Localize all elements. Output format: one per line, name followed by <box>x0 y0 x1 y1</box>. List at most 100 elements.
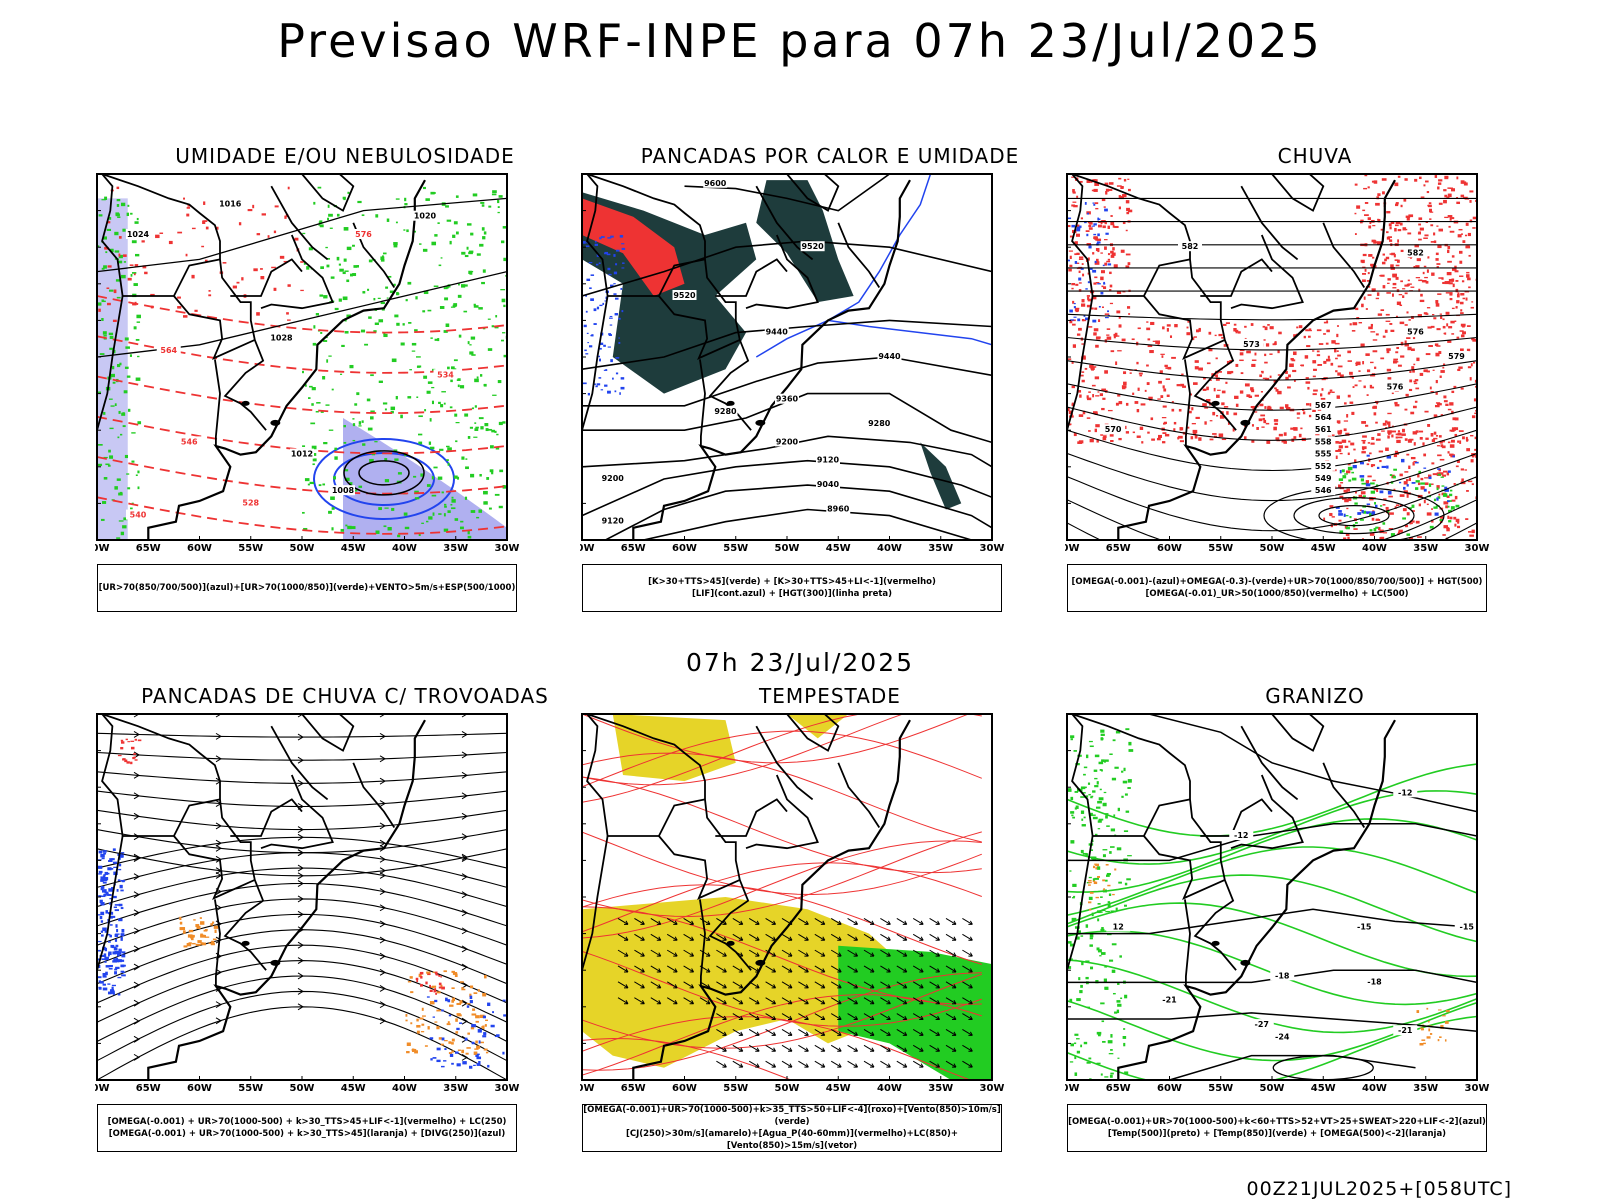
contour-label: 9360 <box>776 395 799 404</box>
contour-label: 9600 <box>704 179 727 188</box>
contour-label: -12 <box>1398 788 1412 797</box>
legend-line: [K>30+TTS>45](verde) + [K>30+TTS>45+LI<-… <box>648 577 936 587</box>
contour-label: -24 <box>1275 1032 1290 1041</box>
contour-label: 9200 <box>776 437 799 446</box>
contour-label: 9280 <box>868 419 891 428</box>
legend-line: [OMEGA(-0.001)+UR>70(1000-500)+k<60+TTS>… <box>1068 1117 1486 1127</box>
contour-label: 9120 <box>602 517 625 526</box>
lon-tick-label: 45W <box>826 1083 851 1094</box>
contour-label: 528 <box>242 498 259 507</box>
panel-title: CHUVA <box>1277 144 1353 168</box>
lon-tick-label: 60W <box>187 1083 212 1094</box>
legend-line: [OMEGA(-0.01)_UR>50(1000/850)(vermelho) … <box>1145 589 1409 599</box>
contour-label: 564 <box>160 346 177 355</box>
lon-tick-label: 60W <box>672 1083 697 1094</box>
row-date: 07h 23/Jul/2025 <box>685 648 915 677</box>
lon-tick-label: 30W <box>980 543 1005 554</box>
panel-title: UMIDADE E/OU NEBULOSIDADE <box>175 144 515 168</box>
contour-label: 582 <box>1407 248 1424 257</box>
lon-tick-label: 60W <box>187 543 212 554</box>
contour-label: 576 <box>355 230 372 239</box>
contour-label: 9280 <box>714 407 737 416</box>
panel-chuva: CHUVA 582 582 576 573 570 567 564 561 558 555 552 5… <box>1065 144 1565 646</box>
lon-tick-label: 35W <box>1413 543 1438 554</box>
lon-tick-label: 55W <box>238 1083 263 1094</box>
legend-line: [CJ(250)>30m/s](amarelo)+[Agua_P(40-60mm… <box>625 1129 959 1151</box>
contour-label: 558 <box>1315 437 1332 446</box>
map-chuva: 582 582 576 573 570 567 564 561 558 555 552 549 546 5… <box>1065 173 1490 554</box>
panel-trovoadas: PANCADAS DE CHUVA C/ TROVOADAS 12S15S18S… <box>95 684 595 1186</box>
lon-tick-label: 45W <box>1311 1083 1336 1094</box>
contour-label: 579 <box>1448 352 1465 361</box>
lon-tick-label: 35W <box>1413 1083 1438 1094</box>
panel-title: PANCADAS DE CHUVA C/ TROVOADAS <box>141 684 549 708</box>
lon-tick-label: 45W <box>341 543 366 554</box>
contour-label: -15 <box>1357 923 1372 932</box>
legend-line: [OMEGA(-0.001)-(azul)+OMEGA(-0.3)-(verde… <box>1071 577 1483 587</box>
lon-tick-label: 40W <box>1362 543 1387 554</box>
contour-label: 1028 <box>270 334 293 343</box>
panel-tempestade: TEMPESTADE 12S15S18S21S24S27S30S33S36S39… <box>580 684 1080 1186</box>
lon-tick-label: 45W <box>826 543 851 554</box>
lon-tick-label: 40W <box>392 543 417 554</box>
legend-box: [UR>70(850/700/500)](azul)+[UR>70(1000/8… <box>97 564 517 612</box>
lon-tick-label: 70W <box>580 1083 594 1094</box>
lon-tick-label: 55W <box>1208 543 1233 554</box>
legend-line: [LIF](cont.azul) + [HGT(300)](linha pret… <box>691 589 893 599</box>
lon-tick-label: 50W <box>290 1083 315 1094</box>
lon-tick-label: 35W <box>928 543 953 554</box>
lon-tick-label: 55W <box>1208 1083 1233 1094</box>
lon-tick-label: 40W <box>877 1083 902 1094</box>
contour-label: 1016 <box>219 200 242 209</box>
contour-label: 8960 <box>827 505 850 514</box>
contour-label: 9120 <box>817 456 840 465</box>
contour-label: 549 <box>1315 474 1332 483</box>
lon-tick-label: 30W <box>1465 543 1490 554</box>
lon-tick-label: 55W <box>723 543 748 554</box>
lon-tick-label: 45W <box>1311 543 1336 554</box>
contour-label: 576 <box>1387 383 1404 392</box>
contour-label: 564 <box>1315 413 1332 422</box>
contour-label: 570 <box>1105 425 1122 434</box>
lon-tick-label: 35W <box>443 543 468 554</box>
contour-label: 1024 <box>127 230 150 239</box>
map-umidade: 1016 1020 1024 1012 1008 564 546 540 528 1028 534 5… <box>95 173 519 554</box>
legend-box: [OMEGA(-0.001)+UR>70(1000-500)+k<60+TTS>… <box>1067 1104 1487 1152</box>
lon-tick-label: 55W <box>238 543 263 554</box>
panel-title: TEMPESTADE <box>759 684 901 708</box>
contour-label: 9200 <box>602 474 625 483</box>
contour-label: -27 <box>1255 1020 1269 1029</box>
contour-label: 9440 <box>766 328 789 337</box>
legend-line: [OMEGA(-0.001) + UR>70(1000-500) + k>30_… <box>108 1129 506 1139</box>
contour-label: -12 <box>1234 831 1248 840</box>
panel-title: PANCADAS POR CALOR E UMIDADE <box>640 144 1020 168</box>
lon-tick-label: 70W <box>95 1083 109 1094</box>
contour-label: 567 <box>1315 401 1332 410</box>
lon-tick-label: 65W <box>621 543 646 554</box>
lon-tick-label: 70W <box>580 543 594 554</box>
legend-box: [OMEGA(-0.001) + UR>70(1000-500) + k>30_… <box>97 1104 517 1152</box>
panel-umidade: UMIDADE E/OU NEBULOSIDADE 1016 1020 1024 10… <box>95 144 595 646</box>
contour-label: 9040 <box>817 480 840 489</box>
contour-label: -18 <box>1275 971 1290 980</box>
map-pancadas-calor: 9600 9520 9520 9440 9440 9360 9280 9280 9200 9120… <box>580 173 1005 554</box>
panel-title: GRANIZO <box>1265 684 1365 708</box>
contour-label: 534 <box>437 370 454 379</box>
contour-label: 561 <box>1315 425 1332 434</box>
lon-tick-label: 55W <box>723 1083 748 1094</box>
contour-label: 1020 <box>414 212 437 221</box>
run-stamp: 00Z21JUL2025+[058UTC] <box>1246 1178 1512 1200</box>
lon-tick-label: 50W <box>1260 543 1285 554</box>
lon-tick-label: 65W <box>136 1083 161 1094</box>
contour-label: 582 <box>1182 242 1199 251</box>
contour-label: 555 <box>1315 450 1332 459</box>
contour-label: 540 <box>130 511 147 520</box>
lon-tick-label: 40W <box>392 1083 417 1094</box>
contour-label: 9440 <box>878 352 901 361</box>
lon-tick-label: 30W <box>1465 1083 1490 1094</box>
lon-tick-label: 40W <box>1362 1083 1387 1094</box>
contour-label: 573 <box>1243 340 1260 349</box>
lon-tick-label: 50W <box>775 543 800 554</box>
contour-label: 576 <box>1407 328 1424 337</box>
lon-tick-label: 60W <box>1157 1083 1182 1094</box>
